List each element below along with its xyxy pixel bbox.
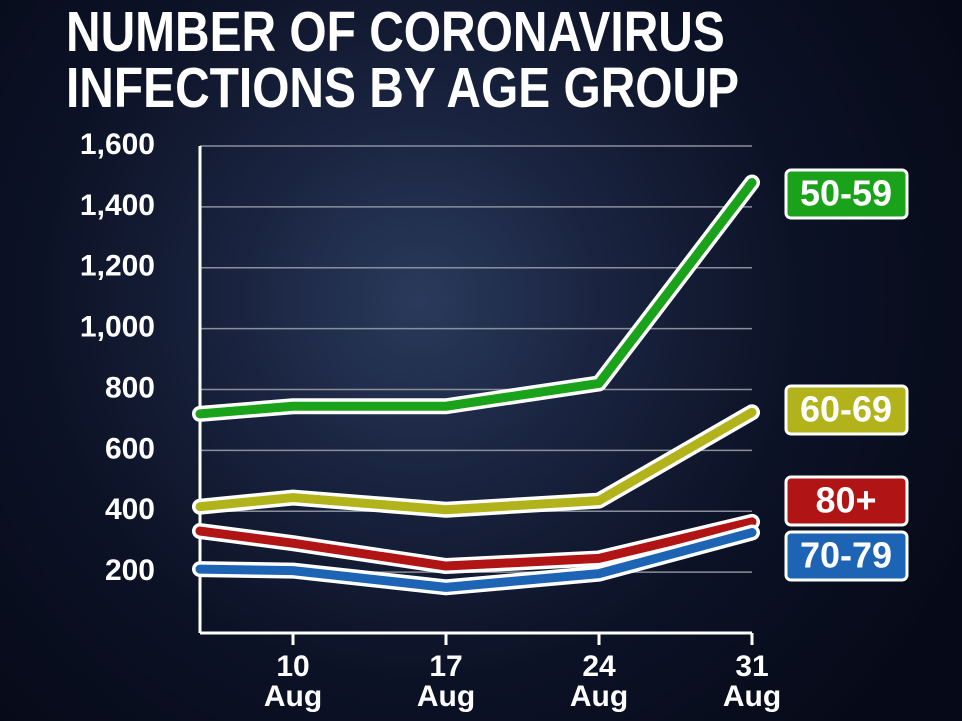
legend-box xyxy=(784,530,909,582)
y-tick-label: 1,000 xyxy=(80,311,155,344)
y-tick-label: 800 xyxy=(105,371,155,404)
legend-label: 50-59 xyxy=(800,173,892,214)
y-tick-label: 400 xyxy=(105,493,155,526)
x-tick-label: 10 Aug xyxy=(263,650,323,713)
legend-box xyxy=(784,475,909,527)
x-tick-label: 31 Aug xyxy=(722,650,782,713)
x-tick-label: 17 Aug xyxy=(416,650,476,713)
legend-label: 80+ xyxy=(815,480,876,521)
chart-title: NUMBER OF CORONAVIRUS INFECTIONS BY AGE … xyxy=(66,0,740,120)
line xyxy=(195,528,757,592)
y-tick-label: 600 xyxy=(105,432,155,465)
line xyxy=(195,178,757,419)
legend-box xyxy=(784,168,909,220)
legend-label: 70-79 xyxy=(800,535,892,576)
y-tick-label: 1,200 xyxy=(80,250,155,283)
y-tick-label: 200 xyxy=(105,554,155,587)
line xyxy=(195,407,757,515)
x-tick-label: 24 Aug xyxy=(569,650,629,713)
legend-label: 60-69 xyxy=(800,389,892,430)
y-tick-label: 1,400 xyxy=(80,189,155,222)
line xyxy=(195,517,757,571)
legend-box xyxy=(784,384,909,436)
y-tick-label: 1,600 xyxy=(80,128,155,161)
